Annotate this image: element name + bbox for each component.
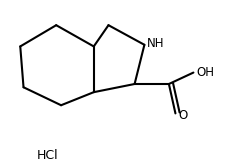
Text: NH: NH [146,37,164,50]
Text: OH: OH [195,66,213,79]
Text: O: O [177,109,186,121]
Text: HCl: HCl [37,149,59,162]
